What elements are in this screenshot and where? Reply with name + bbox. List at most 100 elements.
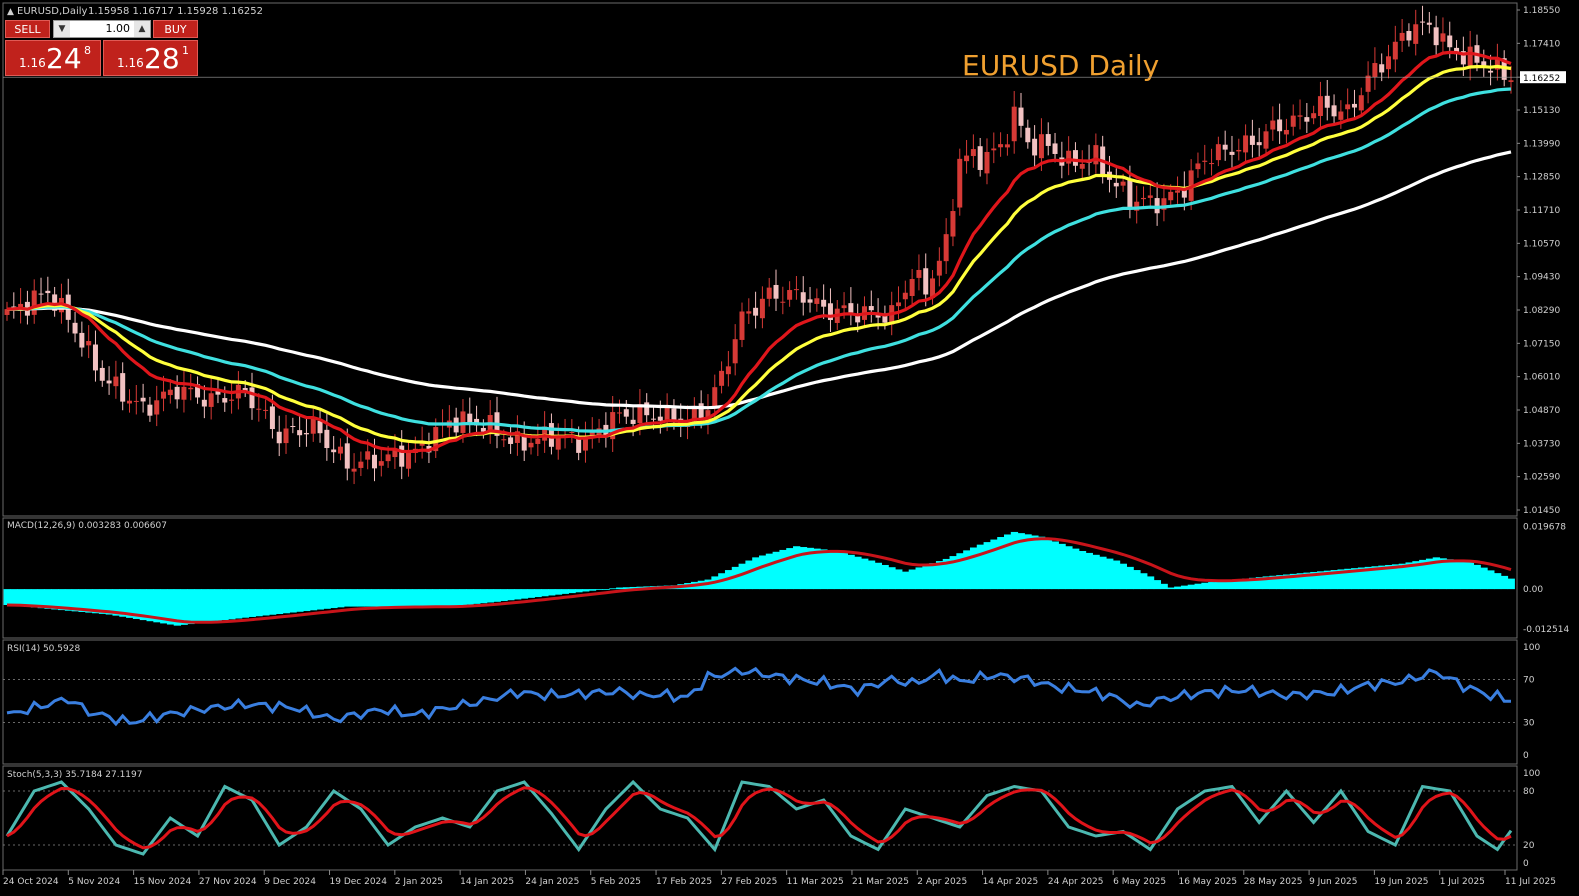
- moving-average-ma_slow: [6, 87, 1512, 433]
- macd-bar: [1194, 583, 1202, 590]
- sell-button[interactable]: SELL: [5, 20, 50, 38]
- candle-body: [977, 146, 983, 170]
- candle-body: [508, 437, 514, 444]
- x-axis-label: 24 Apr 2025: [1048, 877, 1104, 887]
- macd-bar: [548, 589, 556, 596]
- stochastic-axis-label: 0: [1523, 859, 1529, 869]
- macd-bar: [779, 549, 787, 590]
- macd-bar: [793, 546, 801, 590]
- candle-body: [936, 260, 942, 276]
- candle-body: [1372, 63, 1378, 78]
- candle-body: [1168, 191, 1174, 201]
- candle-body: [970, 149, 976, 157]
- price-axis-label: 1.03730: [1523, 439, 1560, 449]
- candle-body: [201, 399, 207, 407]
- macd-axis-label: 0.019678: [1523, 523, 1566, 533]
- candle-body: [991, 148, 997, 151]
- lot-decrease-icon[interactable]: ▼: [54, 21, 70, 37]
- price-axis-label: 1.04870: [1523, 406, 1560, 416]
- candle-body: [1290, 115, 1296, 127]
- macd-bar: [582, 589, 590, 592]
- candle-body: [433, 427, 439, 452]
- x-axis-label: 27 Feb 2025: [721, 877, 777, 887]
- macd-bar: [1255, 577, 1264, 590]
- x-axis-label: 27 Nov 2024: [199, 877, 257, 887]
- candle-body: [555, 435, 561, 450]
- candle-body: [753, 307, 759, 316]
- candle-body: [167, 389, 173, 396]
- macd-bar: [1160, 583, 1168, 590]
- candle-body: [11, 306, 17, 308]
- price-axis-label: 1.15130: [1523, 106, 1560, 116]
- candle-body: [1467, 46, 1473, 68]
- macd-bar: [262, 589, 270, 616]
- price-axis-label: 1.08290: [1523, 306, 1560, 316]
- candle-body: [1324, 95, 1330, 108]
- macd-bar: [371, 589, 379, 607]
- price-axis-label: 1.10570: [1523, 239, 1560, 249]
- macd-bar: [745, 560, 753, 590]
- macd-bar: [187, 589, 195, 625]
- rsi-axis-label: 100: [1523, 643, 1540, 653]
- candle-body: [759, 298, 765, 319]
- macd-bar: [908, 569, 917, 590]
- macd-bar: [1459, 561, 1468, 590]
- candle-body: [358, 461, 364, 468]
- candle-body: [317, 420, 323, 434]
- candle-body: [964, 155, 970, 162]
- candle-body: [1025, 127, 1031, 143]
- candle-body: [1433, 27, 1439, 46]
- buy-price-button[interactable]: 1.16 28 1: [103, 40, 198, 76]
- macd-bar: [806, 547, 814, 590]
- macd-bar: [1412, 561, 1420, 590]
- macd-bar: [616, 587, 624, 590]
- macd-bar: [840, 552, 848, 590]
- candle-body: [1072, 150, 1078, 166]
- candle-body: [1508, 80, 1514, 82]
- sell-price-button[interactable]: 1.16 24 8: [5, 40, 101, 76]
- macd-histogram: [3, 531, 1515, 626]
- symbol-triangle-icon: ▲: [7, 7, 14, 17]
- macd-bar: [1140, 573, 1148, 590]
- macd-bar: [1385, 564, 1393, 590]
- macd-bar: [602, 589, 610, 590]
- candle-body: [310, 417, 316, 434]
- price-panel: [2, 2, 1518, 517]
- macd-bar: [459, 589, 467, 606]
- macd-bar: [1078, 551, 1087, 590]
- lot-increase-icon[interactable]: ▲: [134, 21, 150, 37]
- macd-signal-line: [6, 537, 1512, 624]
- macd-bar: [166, 589, 175, 625]
- candle-body: [1447, 35, 1453, 48]
- macd-bar: [772, 551, 780, 590]
- candle-body: [1018, 107, 1024, 126]
- price-axis-label: 1.02590: [1523, 473, 1560, 483]
- candle-body: [528, 442, 534, 448]
- candle-body: [215, 390, 221, 395]
- macd-bar: [1378, 565, 1386, 590]
- candle-body: [1297, 115, 1303, 117]
- candle-body: [1209, 163, 1215, 165]
- macd-bar: [1439, 558, 1447, 590]
- x-axis-label: 11 Mar 2025: [787, 877, 844, 887]
- candle-body: [1066, 150, 1072, 164]
- macd-bar: [1323, 570, 1332, 590]
- lot-size-value[interactable]: 1.00: [105, 22, 131, 35]
- buy-button[interactable]: BUY: [153, 20, 198, 38]
- macd-bar: [1133, 570, 1141, 590]
- candle-body: [1379, 64, 1385, 73]
- macd-bar: [357, 589, 365, 607]
- macd-bar: [112, 589, 120, 616]
- candle-body: [1120, 181, 1126, 186]
- candle-body: [174, 386, 180, 400]
- candle-body: [106, 380, 112, 384]
- macd-bar: [337, 589, 345, 608]
- macd-bar: [275, 589, 284, 614]
- macd-bar: [180, 589, 188, 625]
- candle-body: [147, 404, 153, 416]
- macd-bar: [282, 589, 290, 614]
- macd-bar: [507, 589, 515, 601]
- macd-bar: [241, 589, 250, 618]
- chart-title: EURUSD Daily: [962, 49, 1159, 82]
- lot-size-input[interactable]: ▼ 1.00 ▲: [53, 20, 151, 38]
